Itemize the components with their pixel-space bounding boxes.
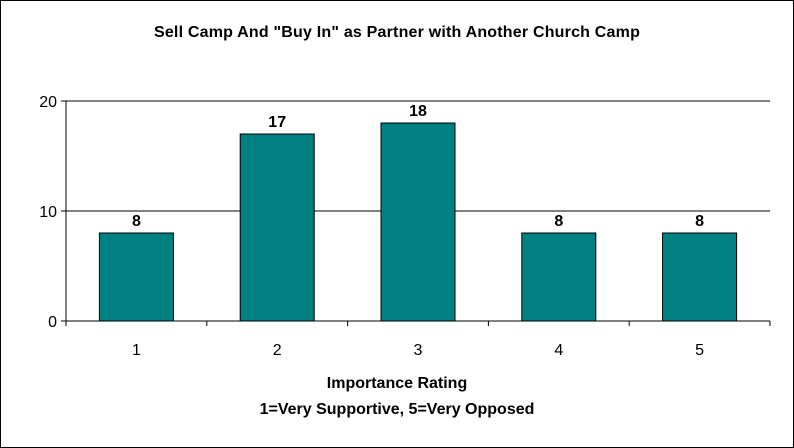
bar-5 — [662, 232, 738, 322]
bar-1 — [98, 232, 174, 322]
chart-title: Sell Camp And "Buy In" as Partner with A… — [153, 24, 641, 41]
data-label-5: 8 — [695, 213, 704, 230]
x-tick-label-5: 5 — [695, 342, 704, 359]
bar-3 — [380, 122, 456, 322]
data-label-2: 17 — [268, 114, 286, 131]
x-tick-label-3: 3 — [414, 342, 423, 359]
x-axis-title: Importance Rating — [326, 375, 468, 392]
labels: 0 10 20 8 1 17 2 18 3 8 4 8 5 — [39, 94, 704, 359]
data-label-3: 18 — [409, 103, 427, 120]
y-tick-label-0: 0 — [48, 314, 57, 331]
x-tick-label-1: 1 — [132, 342, 141, 359]
y-tick-label-20: 20 — [39, 94, 57, 111]
bar-4 — [521, 232, 597, 322]
x-axis-subtitle: 1=Very Supportive, 5=Very Opposed — [259, 401, 535, 418]
y-tick-label-10: 10 — [39, 204, 57, 221]
bars — [98, 122, 738, 322]
data-label-4: 8 — [554, 213, 563, 230]
axes — [61, 100, 771, 326]
x-tick-label-4: 4 — [554, 342, 563, 359]
x-tick-label-2: 2 — [273, 342, 282, 359]
bar-2 — [239, 133, 315, 322]
data-label-1: 8 — [132, 213, 141, 230]
